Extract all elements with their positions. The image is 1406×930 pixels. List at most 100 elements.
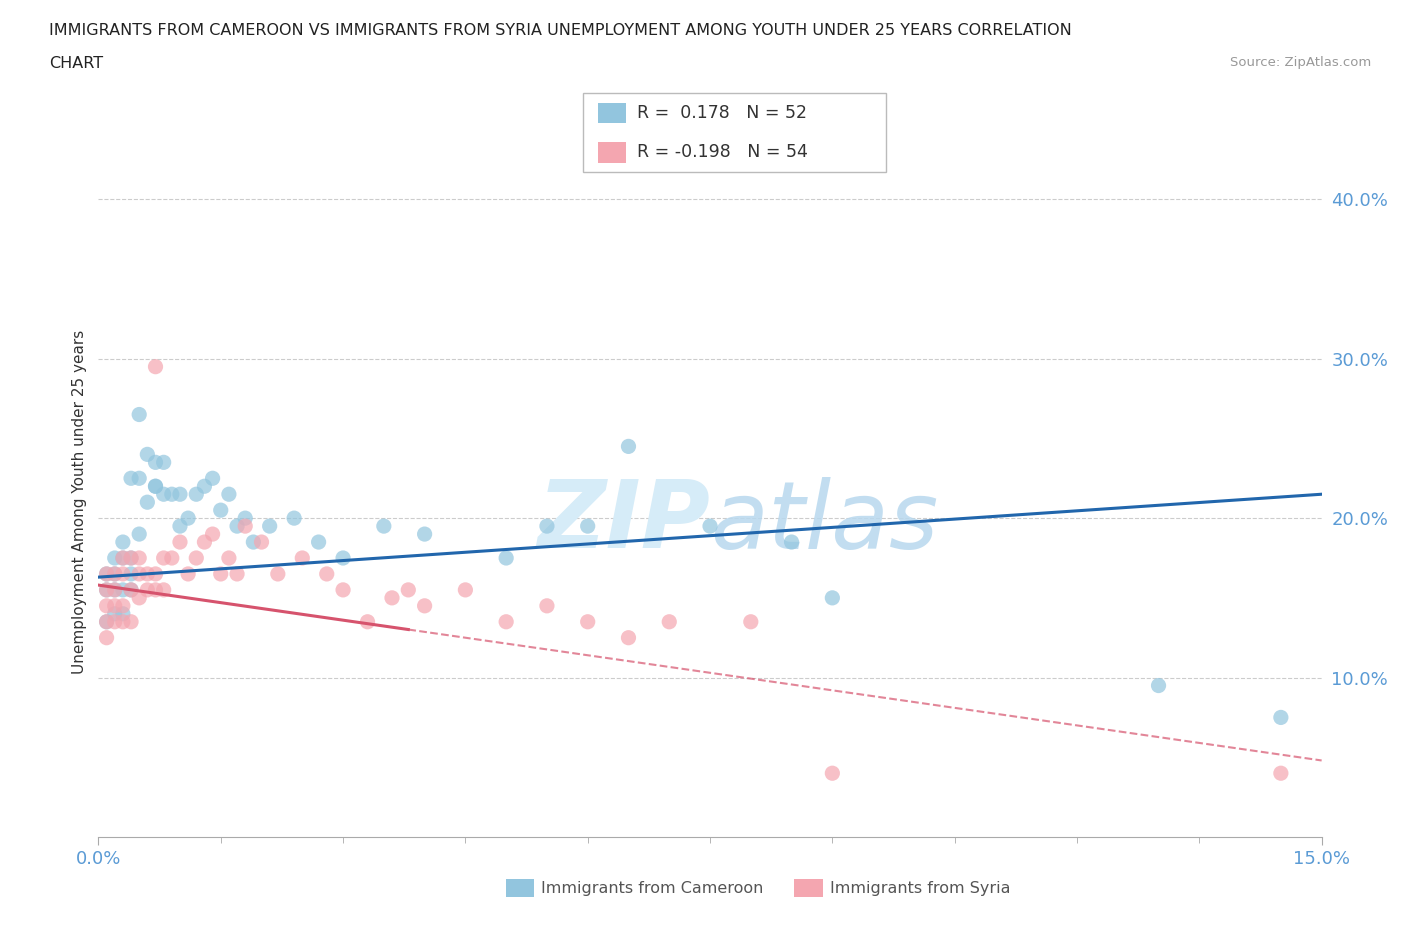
- Point: [259, 519, 281, 534]
- Text: R = -0.198   N = 54: R = -0.198 N = 54: [637, 143, 808, 161]
- Point: [96, 582, 118, 597]
- Point: [186, 551, 208, 565]
- Point: [120, 582, 142, 597]
- Point: [1270, 765, 1292, 780]
- Point: [104, 566, 127, 581]
- Point: [160, 551, 183, 565]
- Point: [111, 606, 134, 621]
- Point: [111, 535, 134, 550]
- Point: [267, 566, 290, 581]
- Point: [576, 519, 599, 534]
- Point: [96, 566, 118, 581]
- Point: [169, 519, 191, 534]
- Point: [413, 598, 436, 613]
- Point: [128, 591, 150, 605]
- Point: [283, 511, 305, 525]
- Point: [169, 486, 191, 501]
- Text: CHART: CHART: [49, 56, 103, 71]
- Point: [136, 447, 159, 462]
- Point: [209, 503, 232, 518]
- Point: [201, 471, 224, 485]
- Point: [495, 615, 517, 630]
- Point: [308, 535, 330, 550]
- Point: [128, 471, 150, 485]
- Point: [1147, 678, 1170, 693]
- Point: [96, 598, 118, 613]
- Point: [120, 551, 142, 565]
- Point: [128, 526, 150, 541]
- Point: [536, 598, 558, 613]
- Point: [250, 535, 273, 550]
- Point: [821, 765, 844, 780]
- Point: [136, 582, 159, 597]
- Point: [145, 566, 167, 581]
- Point: [104, 551, 127, 565]
- Point: [104, 606, 127, 621]
- Point: [120, 471, 142, 485]
- Point: [373, 519, 395, 534]
- Point: [396, 582, 419, 597]
- Point: [152, 455, 174, 470]
- Point: [145, 582, 167, 597]
- Point: [104, 582, 127, 597]
- Point: [145, 455, 167, 470]
- Point: [96, 566, 118, 581]
- Point: [111, 598, 134, 613]
- Point: [128, 551, 150, 565]
- Point: [233, 519, 256, 534]
- Point: [381, 591, 404, 605]
- Point: [145, 479, 167, 494]
- Point: [226, 519, 249, 534]
- Point: [242, 535, 264, 550]
- Point: [536, 519, 558, 534]
- Point: [96, 615, 118, 630]
- Point: [96, 631, 118, 645]
- Point: [120, 566, 142, 581]
- Point: [413, 526, 436, 541]
- Point: [495, 551, 517, 565]
- Point: [226, 566, 249, 581]
- Point: [128, 407, 150, 422]
- Point: [111, 551, 134, 565]
- Text: R =  0.178   N = 52: R = 0.178 N = 52: [637, 104, 807, 122]
- Point: [821, 591, 844, 605]
- Point: [218, 486, 240, 501]
- Point: [699, 519, 721, 534]
- Text: Source: ZipAtlas.com: Source: ZipAtlas.com: [1230, 56, 1371, 69]
- Point: [152, 582, 174, 597]
- Text: atlas: atlas: [710, 477, 938, 568]
- Point: [152, 486, 174, 501]
- Point: [111, 566, 134, 581]
- Point: [111, 615, 134, 630]
- Point: [658, 615, 681, 630]
- Point: [576, 615, 599, 630]
- Point: [169, 535, 191, 550]
- Point: [332, 551, 354, 565]
- Point: [145, 359, 167, 374]
- Point: [177, 511, 200, 525]
- Point: [356, 615, 378, 630]
- Point: [104, 615, 127, 630]
- Point: [209, 566, 232, 581]
- Point: [315, 566, 337, 581]
- Point: [740, 615, 762, 630]
- Point: [201, 526, 224, 541]
- Point: [152, 551, 174, 565]
- Point: [186, 486, 208, 501]
- Text: Immigrants from Cameroon: Immigrants from Cameroon: [541, 881, 763, 896]
- Point: [104, 582, 127, 597]
- Point: [111, 582, 134, 597]
- Text: ZIP: ZIP: [537, 476, 710, 568]
- Point: [104, 598, 127, 613]
- Point: [96, 582, 118, 597]
- Point: [233, 511, 256, 525]
- Point: [1270, 710, 1292, 724]
- Text: IMMIGRANTS FROM CAMEROON VS IMMIGRANTS FROM SYRIA UNEMPLOYMENT AMONG YOUTH UNDER: IMMIGRANTS FROM CAMEROON VS IMMIGRANTS F…: [49, 23, 1071, 38]
- Point: [193, 535, 215, 550]
- Point: [145, 479, 167, 494]
- Text: Immigrants from Syria: Immigrants from Syria: [830, 881, 1010, 896]
- Point: [617, 631, 640, 645]
- Point: [128, 566, 150, 581]
- Point: [120, 615, 142, 630]
- Point: [160, 486, 183, 501]
